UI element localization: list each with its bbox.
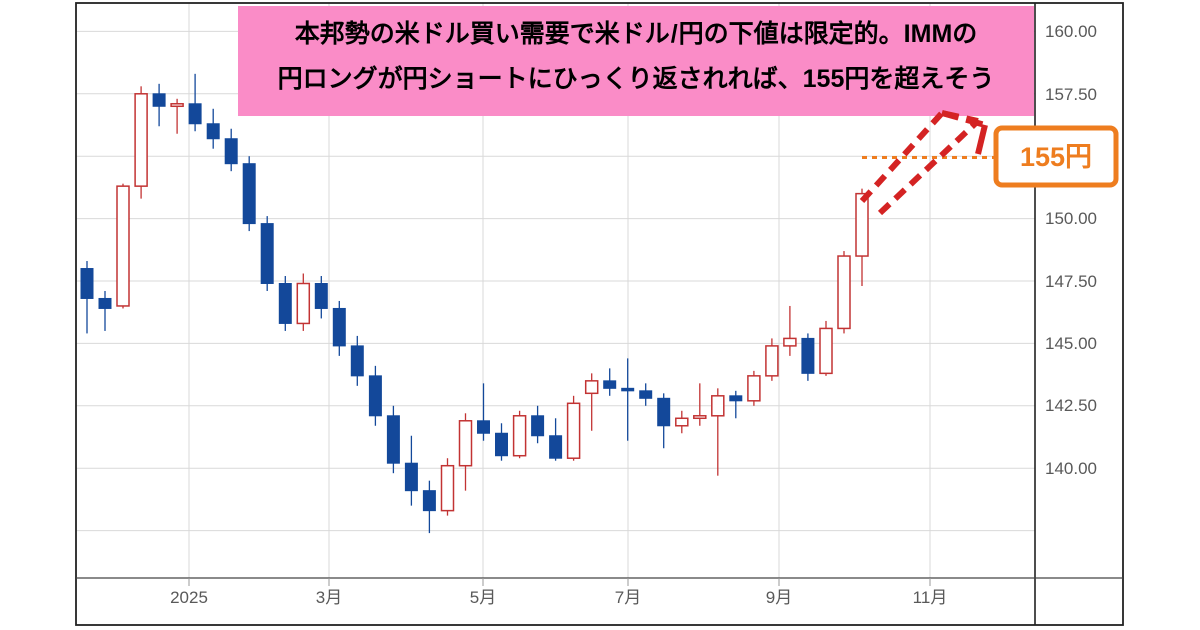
svg-text:11月: 11月: [913, 588, 948, 607]
svg-text:本邦勢の米ドル買い需要で米ドル/円の下値は限定的。IMMの: 本邦勢の米ドル買い需要で米ドル/円の下値は限定的。IMMの: [295, 19, 978, 48]
svg-text:150.00: 150.00: [1045, 209, 1097, 228]
svg-text:5月: 5月: [470, 588, 496, 607]
svg-text:7月: 7月: [615, 588, 641, 607]
svg-text:155円: 155円: [1020, 142, 1092, 172]
svg-text:3月: 3月: [316, 588, 342, 607]
svg-text:9月: 9月: [766, 588, 792, 607]
svg-text:157.50: 157.50: [1045, 85, 1097, 104]
svg-text:142.50: 142.50: [1045, 396, 1097, 415]
svg-text:160.00: 160.00: [1045, 22, 1097, 41]
svg-text:147.50: 147.50: [1045, 272, 1097, 291]
svg-text:140.00: 140.00: [1045, 459, 1097, 478]
svg-text:145.00: 145.00: [1045, 334, 1097, 353]
svg-text:2025: 2025: [170, 588, 208, 607]
svg-text:円ロングが円ショートにひっくり返されれば、155円を超えそう: 円ロングが円ショートにひっくり返されれば、155円を超えそう: [278, 64, 995, 93]
